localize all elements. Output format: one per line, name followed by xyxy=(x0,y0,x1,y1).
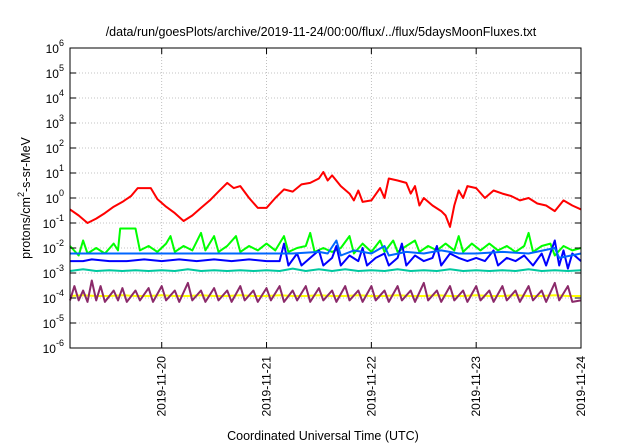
y-tick-labels: 10-6 10-5 10-4 10-3 10-2 10-1 100 101 102 103 104 1… xyxy=(43,38,64,356)
y-axis-title: protons/cm2-s-sr-MeV xyxy=(16,136,33,258)
x-tick-labels: 2019-11-20 2019-11-21 2019-11-22 2019-11-23… xyxy=(155,356,588,417)
x-axis-title: Coordinated Universal Time (UTC) xyxy=(227,429,419,443)
series-line-1 xyxy=(69,171,582,228)
data-series xyxy=(69,171,582,303)
y-tick-label: 102 xyxy=(46,138,64,156)
y-tick-label: 10-1 xyxy=(43,213,64,231)
series-line-7 xyxy=(69,279,582,303)
y-tick-label: 104 xyxy=(46,88,64,106)
chart-title: /data/run/goesPlots/archive/2019-11-24/0… xyxy=(106,25,537,39)
y-tick-label: 100 xyxy=(46,188,64,206)
y-tick-label: 10-2 xyxy=(43,238,64,256)
y-tick-label: 105 xyxy=(46,63,64,81)
axis-ticks xyxy=(70,47,582,349)
y-tick-label: 106 xyxy=(46,38,64,56)
series-line-3 xyxy=(70,239,582,270)
series-line-4 xyxy=(70,239,582,259)
grid-lines xyxy=(70,48,581,348)
y-tick-label: 10-5 xyxy=(43,313,64,331)
y-tick-label: 101 xyxy=(46,163,64,181)
x-tick-label: 2019-11-23 xyxy=(469,356,483,417)
y-tick-label: 10-4 xyxy=(43,288,64,306)
y-tick-label: 103 xyxy=(46,113,64,131)
x-tick-label: 2019-11-24 xyxy=(574,356,588,417)
x-tick-label: 2019-11-22 xyxy=(364,356,378,417)
y-tick-label: 10-3 xyxy=(43,263,64,281)
x-tick-label: 2019-11-20 xyxy=(155,356,169,417)
y-tick-label: 10-6 xyxy=(43,338,64,356)
x-tick-label: 2019-11-21 xyxy=(260,356,274,417)
series-line-5 xyxy=(69,267,582,272)
